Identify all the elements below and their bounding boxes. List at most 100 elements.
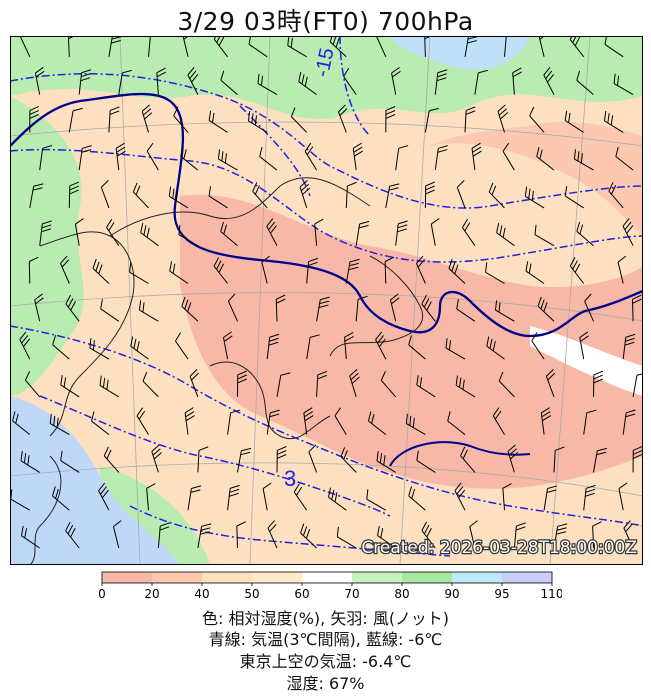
colorbar-swatch <box>452 572 503 583</box>
wind-barb <box>492 407 505 435</box>
wind-barb <box>525 261 545 284</box>
wind-barb <box>345 181 357 208</box>
wind-barb <box>39 220 52 246</box>
wind-barb <box>146 483 156 511</box>
wind-barb <box>576 70 594 95</box>
wind-barb <box>267 520 278 549</box>
wind-barb <box>99 375 120 398</box>
wind-barb <box>259 146 278 171</box>
wind-barb <box>355 295 368 322</box>
wind-barb <box>12 411 31 435</box>
colorbar-swatch <box>502 572 553 583</box>
wind-barb <box>389 293 400 322</box>
colorbar-swatch <box>152 572 203 583</box>
wind-barb <box>236 521 246 549</box>
wind-barb <box>39 145 53 171</box>
wind-barb <box>617 255 627 284</box>
wind-barb <box>504 36 507 57</box>
wind-barb <box>118 69 132 95</box>
wind-barb <box>376 36 387 58</box>
colorbar-tick-label: 80 <box>394 587 409 601</box>
wind-barb <box>49 413 70 436</box>
colorbar-tick-label: 110 <box>541 587 562 601</box>
wind-barb <box>184 407 195 435</box>
wind-barb <box>430 218 440 246</box>
wind-barb <box>454 482 466 511</box>
wind-barb <box>20 451 40 473</box>
wind-barb <box>175 332 189 360</box>
colorbar-tick-label: 40 <box>194 587 209 601</box>
wind-barb <box>52 486 70 511</box>
wind-barb <box>98 482 110 511</box>
wind-barb <box>157 522 170 549</box>
wind-barb <box>497 104 509 133</box>
humidity-area-white-east <box>530 326 643 396</box>
wind-barb <box>375 331 387 360</box>
wind-barb <box>553 446 565 473</box>
wind-barb <box>632 445 643 473</box>
wind-barb <box>380 371 397 398</box>
wind-barb <box>462 218 476 246</box>
wind-barb <box>151 444 162 473</box>
wind-barb <box>220 70 238 95</box>
wind-barb <box>622 409 636 435</box>
wind-barb <box>298 71 317 96</box>
wind-barb <box>52 335 70 360</box>
wind-barb <box>208 110 228 133</box>
wind-barb <box>213 257 228 284</box>
wind-barb <box>424 181 435 208</box>
wind-barb <box>632 372 643 397</box>
created-stamp: Created: 2026-03-28T18:00:00Z <box>361 538 637 558</box>
wind-barb <box>424 107 439 133</box>
colorbar-tick-label: 50 <box>244 587 259 601</box>
wind-barb <box>534 224 555 247</box>
wind-barb <box>464 106 476 133</box>
caption-legend-lines: 青線: 気温(3℃間隔), 藍線: -6℃ <box>208 630 443 649</box>
wind-barb <box>173 106 189 133</box>
wind-barb <box>603 111 624 133</box>
wind-barb <box>257 73 278 96</box>
wind-barb <box>474 69 488 95</box>
wind-barb <box>531 332 545 360</box>
wind-barb <box>421 295 436 322</box>
wind-barb <box>545 369 556 398</box>
wind-barb <box>584 293 594 322</box>
wind-barb <box>395 145 409 171</box>
wind-barb <box>142 371 159 398</box>
wind-barb <box>217 149 238 171</box>
wind-barb <box>266 218 278 246</box>
wind-barb <box>384 256 395 284</box>
wind-barb <box>237 370 247 397</box>
wind-barb <box>543 67 555 95</box>
caption-legend-colors: 色: 相対湿度(%), 矢羽: 風(ノット) <box>202 609 449 628</box>
wind-barb <box>349 369 360 398</box>
wind-barb <box>564 186 584 209</box>
wind-barb <box>222 331 233 360</box>
colorbar-swatch <box>352 572 403 583</box>
wind-barb <box>60 255 70 284</box>
wind-barb <box>593 370 604 397</box>
wind-barb <box>299 180 311 209</box>
wind-barb <box>608 182 624 209</box>
wind-barb <box>502 483 512 511</box>
wind-barb <box>266 333 280 360</box>
wind-barb <box>19 331 31 360</box>
wind-barb <box>308 444 318 473</box>
wind-barb <box>187 67 199 95</box>
wind-barb <box>496 223 515 247</box>
wind-barb <box>469 520 478 549</box>
colorbar-tick-label: 95 <box>494 587 509 601</box>
wind-barb <box>464 36 478 57</box>
chart-title: 3/29 03時(FT0) 700hPa <box>177 7 474 36</box>
wind-barb <box>434 69 448 95</box>
wind-barb <box>569 257 585 284</box>
wind-barb <box>68 107 83 133</box>
wind-barb <box>28 256 39 284</box>
wind-barb <box>148 36 151 57</box>
colorbar-swatch <box>202 572 253 583</box>
wind-barb <box>262 482 272 511</box>
colorbar-swatch <box>102 572 153 583</box>
wind-barb <box>343 67 357 95</box>
wind-barb <box>408 486 426 511</box>
wind-barb <box>178 224 199 247</box>
